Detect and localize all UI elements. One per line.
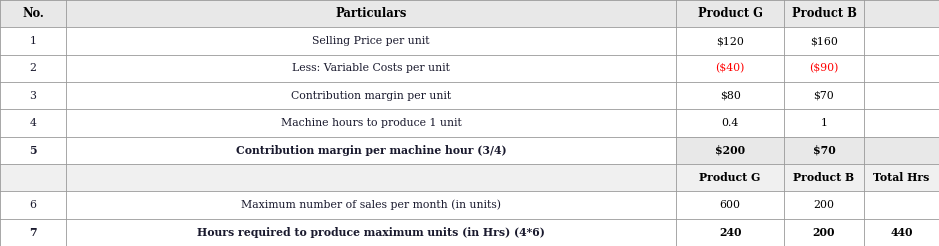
Text: 200: 200 [813, 200, 835, 210]
Text: $120: $120 [716, 36, 744, 46]
Text: 4: 4 [29, 118, 37, 128]
Bar [0, 82, 939, 109]
Text: $160: $160 [810, 36, 838, 46]
Bar [0, 137, 939, 164]
Bar [0, 219, 939, 246]
Text: Product G: Product G [698, 7, 762, 20]
Text: $200: $200 [715, 145, 746, 156]
Bar [0, 164, 939, 191]
Text: Hours required to produce maximum units (in Hrs) (4*6): Hours required to produce maximum units … [197, 227, 545, 238]
Text: 6: 6 [29, 200, 37, 210]
Text: 5: 5 [29, 145, 37, 156]
Text: Product B: Product B [792, 7, 856, 20]
Text: Machine hours to produce 1 unit: Machine hours to produce 1 unit [281, 118, 461, 128]
Text: $70: $70 [812, 145, 836, 156]
Text: Total Hrs: Total Hrs [873, 172, 930, 183]
Bar [0, 191, 939, 219]
Text: $80: $80 [719, 91, 741, 101]
Text: ($90): ($90) [809, 63, 839, 74]
Text: Contribution margin per machine hour (3/4): Contribution margin per machine hour (3/… [236, 145, 506, 156]
Text: Maximum number of sales per month (in units): Maximum number of sales per month (in un… [241, 200, 500, 210]
Text: 240: 240 [719, 227, 741, 238]
Text: No.: No. [22, 7, 44, 20]
Text: 2: 2 [29, 63, 37, 73]
Text: 1: 1 [821, 118, 827, 128]
Text: $70: $70 [813, 91, 835, 101]
Bar [0, 55, 939, 82]
Text: Less: Variable Costs per unit: Less: Variable Costs per unit [292, 63, 450, 73]
Text: Selling Price per unit: Selling Price per unit [312, 36, 430, 46]
Text: 7: 7 [29, 227, 37, 238]
Text: ($40): ($40) [716, 63, 745, 74]
Text: 600: 600 [719, 200, 741, 210]
Text: Contribution margin per unit: Contribution margin per unit [291, 91, 451, 101]
Bar [0, 109, 939, 137]
Text: 1: 1 [29, 36, 37, 46]
Bar [0, 137, 676, 164]
Bar [0, 0, 939, 27]
Text: Particulars: Particulars [335, 7, 407, 20]
Text: 3: 3 [29, 91, 37, 101]
Text: Product G: Product G [700, 172, 761, 183]
Text: 440: 440 [890, 227, 913, 238]
Text: 0.4: 0.4 [721, 118, 739, 128]
Bar [0, 27, 939, 55]
Text: 200: 200 [813, 227, 835, 238]
Text: Product B: Product B [793, 172, 854, 183]
